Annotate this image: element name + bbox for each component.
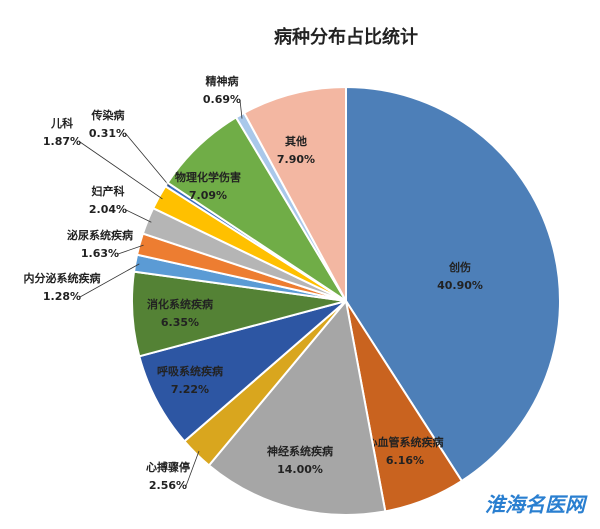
value-label: 1.28% (43, 290, 81, 303)
category-label: 神经系统疾病 (267, 444, 333, 458)
value-label: 0.31% (89, 127, 127, 140)
category-label: 内分泌系统疾病 (24, 271, 101, 285)
value-label: 2.56% (149, 479, 187, 492)
value-label: 1.87% (43, 135, 81, 148)
pie-slice (242, 85, 347, 302)
leader-line (79, 141, 163, 200)
value-label: 6.16% (386, 454, 424, 467)
category-label: 精神病 (206, 74, 239, 88)
leader-line (125, 133, 171, 187)
leader-line (117, 244, 144, 255)
value-label: 6.35% (161, 316, 199, 329)
leader-line (185, 450, 200, 487)
leader-line (125, 209, 152, 223)
value-label: 7.90% (277, 153, 315, 166)
watermark: 淮海名医网 (485, 493, 588, 517)
value-label: 14.00% (277, 463, 323, 476)
category-label: 心血管系统疾病 (367, 435, 444, 449)
category-label: 呼吸系统疾病 (157, 364, 223, 378)
category-label: 物理化学伤害 (175, 170, 241, 184)
category-label: 儿科 (50, 116, 73, 130)
value-label: 7.09% (189, 189, 227, 202)
category-label: 妇产科 (91, 184, 125, 198)
value-label: 2.04% (89, 203, 127, 216)
value-label: 1.63% (81, 247, 119, 260)
leader-line (79, 263, 140, 298)
category-label: 传染病 (91, 108, 125, 122)
value-label: 7.22% (171, 383, 209, 396)
category-label: 泌尿系统疾病 (67, 228, 133, 242)
leader-line (239, 99, 243, 119)
chart-title: 病种分布占比统计 (274, 26, 418, 48)
category-label: 创伤 (448, 260, 471, 274)
category-label: 消化系统疾病 (147, 297, 213, 311)
category-label: 心搏骤停 (146, 460, 190, 474)
category-label: 其他 (285, 134, 307, 148)
pie-slice (207, 298, 387, 516)
value-label: 0.69% (203, 93, 241, 106)
value-label: 40.90% (437, 279, 483, 292)
